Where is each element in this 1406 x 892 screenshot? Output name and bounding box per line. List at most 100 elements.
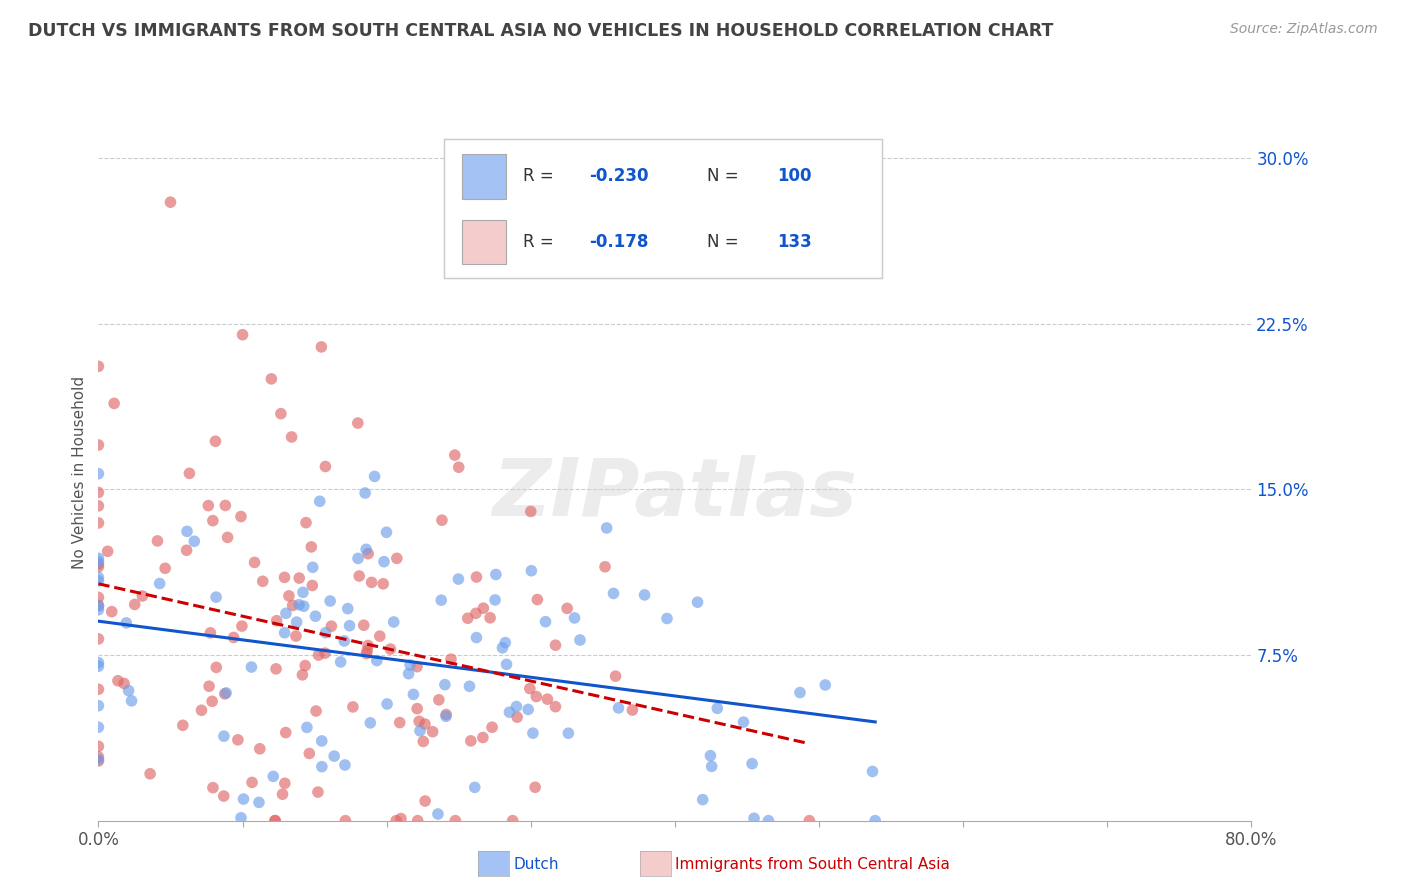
Text: Source: ZipAtlas.com: Source: ZipAtlas.com	[1230, 22, 1378, 37]
Point	[336, 601, 359, 615]
Point	[139, 766, 162, 780]
Point	[346, 416, 368, 430]
Point	[485, 567, 508, 582]
Point	[357, 547, 380, 561]
Point	[375, 697, 398, 711]
Text: ZIPatlas: ZIPatlas	[492, 455, 858, 533]
Point	[121, 694, 143, 708]
Point	[229, 811, 252, 825]
Point	[366, 654, 388, 668]
Point	[430, 593, 453, 607]
Point	[264, 662, 287, 676]
Point	[270, 407, 292, 421]
Point	[112, 676, 135, 690]
Point	[356, 647, 378, 661]
Point	[87, 599, 110, 613]
Point	[291, 585, 314, 599]
Point	[602, 586, 624, 600]
Point	[295, 720, 318, 734]
Point	[103, 396, 125, 410]
Point	[231, 327, 254, 342]
Point	[426, 807, 449, 822]
Point	[190, 703, 212, 717]
Point	[311, 760, 333, 774]
Point	[491, 640, 513, 655]
Point	[321, 619, 343, 633]
Point	[564, 611, 586, 625]
Point	[863, 814, 886, 828]
Point	[335, 814, 357, 828]
Point	[447, 460, 470, 475]
Point	[87, 720, 110, 734]
Point	[380, 642, 402, 657]
Point	[422, 724, 444, 739]
Point	[347, 569, 370, 583]
Point	[373, 576, 395, 591]
Point	[536, 692, 558, 706]
Point	[87, 682, 110, 697]
Point	[264, 814, 287, 828]
Point	[347, 551, 370, 566]
Point	[333, 758, 356, 772]
Point	[706, 701, 728, 715]
Point	[389, 812, 412, 826]
Point	[339, 618, 361, 632]
Point	[359, 715, 381, 730]
Point	[87, 739, 110, 754]
Point	[593, 559, 616, 574]
Point	[742, 811, 765, 825]
Point	[544, 638, 567, 652]
Point	[305, 704, 328, 718]
Point	[544, 699, 567, 714]
Point	[519, 681, 541, 696]
Point	[87, 551, 110, 566]
Point	[323, 749, 346, 764]
Point	[430, 513, 453, 527]
Point	[398, 666, 420, 681]
Point	[232, 792, 254, 806]
Point	[409, 723, 432, 738]
Point	[368, 629, 391, 643]
Point	[212, 729, 235, 743]
Point	[311, 340, 333, 354]
Point	[87, 632, 110, 646]
Point	[555, 601, 578, 615]
Point	[356, 643, 378, 657]
Point	[217, 530, 239, 544]
Point	[329, 655, 352, 669]
Point	[479, 611, 502, 625]
Point	[605, 669, 627, 683]
Point	[315, 625, 337, 640]
Point	[534, 615, 557, 629]
Point	[247, 796, 270, 810]
Text: Dutch: Dutch	[513, 857, 558, 871]
Point	[526, 592, 548, 607]
Point	[595, 521, 617, 535]
Point	[460, 734, 482, 748]
Point	[87, 754, 110, 768]
Point	[288, 598, 311, 612]
Point	[263, 814, 285, 828]
Point	[406, 814, 429, 828]
Point	[87, 753, 110, 767]
Point	[87, 599, 110, 613]
Point	[295, 516, 318, 530]
Point	[471, 731, 494, 745]
Point	[443, 448, 465, 462]
Point	[226, 732, 249, 747]
Point	[621, 703, 644, 717]
Point	[273, 570, 295, 584]
Point	[229, 509, 252, 524]
Point	[301, 578, 323, 592]
Point	[607, 701, 630, 715]
Point	[212, 789, 235, 803]
Point	[434, 709, 457, 723]
Point	[406, 701, 429, 715]
Point	[862, 764, 884, 779]
Point	[249, 741, 271, 756]
Point	[273, 625, 295, 640]
Point	[87, 750, 110, 764]
Point	[294, 658, 316, 673]
Point	[176, 543, 198, 558]
Point	[274, 725, 297, 739]
